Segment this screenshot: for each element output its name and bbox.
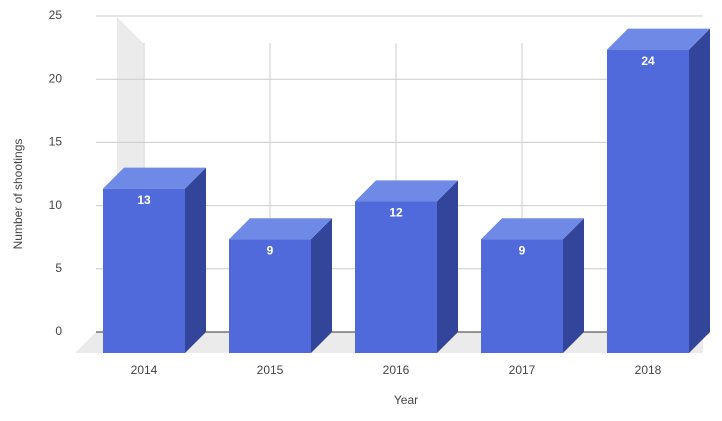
x-tick-label: 2014 — [131, 363, 158, 377]
y-axis-label: Number of shootings — [11, 139, 25, 250]
x-tick-label: 2015 — [257, 363, 284, 377]
bar-top — [229, 218, 332, 240]
bar-side — [311, 218, 332, 353]
value-label: 12 — [389, 205, 403, 219]
bar-top — [355, 180, 458, 202]
bar-top — [481, 218, 584, 240]
bar — [607, 49, 689, 353]
bar-side — [185, 167, 206, 353]
y-tick-label: 5 — [55, 261, 62, 275]
y-tick-label: 25 — [49, 8, 63, 22]
bar-side — [437, 180, 458, 353]
bar — [481, 239, 563, 353]
y-tick-label: 20 — [49, 71, 63, 85]
x-axis-label: Year — [394, 393, 418, 407]
value-label: 9 — [267, 243, 274, 257]
x-tick-label: 2017 — [509, 363, 536, 377]
y-tick-label: 10 — [49, 198, 63, 212]
bar — [355, 201, 437, 353]
bar-side — [689, 28, 710, 353]
bar-top — [103, 167, 206, 189]
y-tick-label: 0 — [55, 324, 62, 338]
x-tick-label: 2016 — [383, 363, 410, 377]
bar-side — [563, 218, 584, 353]
value-label: 13 — [137, 193, 151, 207]
bar-top — [607, 28, 710, 50]
bar — [103, 188, 185, 353]
x-tick-label: 2018 — [635, 363, 662, 377]
y-tick-label: 15 — [49, 135, 63, 149]
bar — [229, 239, 311, 353]
value-label: 9 — [519, 243, 526, 257]
value-label: 24 — [641, 54, 655, 68]
